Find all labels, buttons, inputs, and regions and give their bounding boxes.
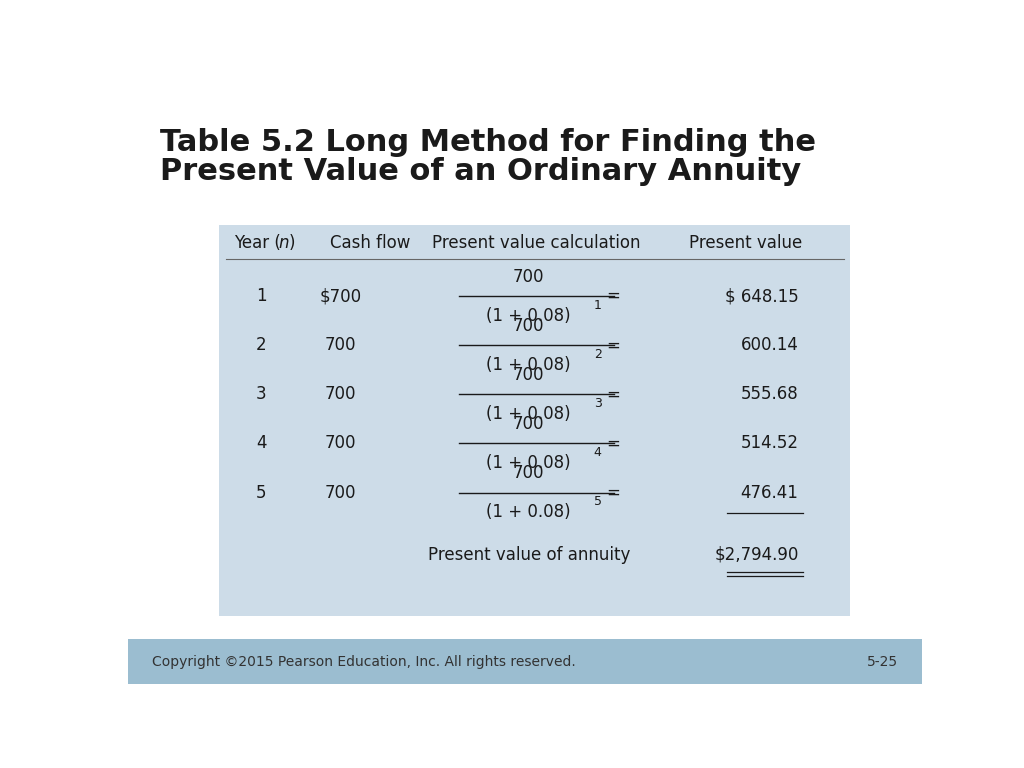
Text: 700: 700 xyxy=(513,268,545,286)
Text: $ 648.15: $ 648.15 xyxy=(725,287,799,305)
Text: 3: 3 xyxy=(594,397,602,410)
Text: (1 + 0.08): (1 + 0.08) xyxy=(486,503,571,521)
Text: Table 5.2 Long Method for Finding the: Table 5.2 Long Method for Finding the xyxy=(160,128,816,157)
Text: ): ) xyxy=(289,234,295,252)
Text: =: = xyxy=(607,287,621,305)
Text: Copyright ©2015 Pearson Education, Inc. All rights reserved.: Copyright ©2015 Pearson Education, Inc. … xyxy=(152,654,575,669)
Text: =: = xyxy=(607,336,621,354)
Text: $700: $700 xyxy=(319,287,361,305)
Text: 5: 5 xyxy=(594,495,602,508)
Text: 2: 2 xyxy=(594,348,602,361)
Text: 600.14: 600.14 xyxy=(740,336,799,354)
Text: 4: 4 xyxy=(594,446,602,459)
Text: 1: 1 xyxy=(594,300,602,312)
Text: (1 + 0.08): (1 + 0.08) xyxy=(486,356,571,374)
Text: 5: 5 xyxy=(256,484,266,502)
Text: 700: 700 xyxy=(325,435,356,452)
Text: 1: 1 xyxy=(256,287,266,305)
Text: 700: 700 xyxy=(513,316,545,335)
FancyBboxPatch shape xyxy=(219,225,850,615)
Text: 700: 700 xyxy=(513,464,545,482)
Text: =: = xyxy=(607,484,621,502)
Text: 5-25: 5-25 xyxy=(866,654,898,669)
Text: 514.52: 514.52 xyxy=(740,435,799,452)
Text: 3: 3 xyxy=(256,386,266,403)
Text: 4: 4 xyxy=(256,435,266,452)
Text: (1 + 0.08): (1 + 0.08) xyxy=(486,405,571,423)
Text: =: = xyxy=(607,386,621,403)
Text: Present value calculation: Present value calculation xyxy=(432,234,641,252)
Text: =: = xyxy=(607,435,621,452)
Text: 555.68: 555.68 xyxy=(740,386,799,403)
Text: Present Value of an Ordinary Annuity: Present Value of an Ordinary Annuity xyxy=(160,157,801,187)
Text: (1 + 0.08): (1 + 0.08) xyxy=(486,306,571,325)
Text: 700: 700 xyxy=(325,336,356,354)
Text: Year (: Year ( xyxy=(233,234,281,252)
Text: 700: 700 xyxy=(513,366,545,384)
Text: 700: 700 xyxy=(325,386,356,403)
Text: n: n xyxy=(278,234,289,252)
Text: Present value: Present value xyxy=(689,234,803,252)
Text: 2: 2 xyxy=(256,336,266,354)
FancyBboxPatch shape xyxy=(128,639,922,684)
Text: (1 + 0.08): (1 + 0.08) xyxy=(486,454,571,472)
Text: Present value of annuity: Present value of annuity xyxy=(428,545,630,564)
Text: 700: 700 xyxy=(513,415,545,433)
Text: 476.41: 476.41 xyxy=(740,484,799,502)
Text: Cash flow: Cash flow xyxy=(331,234,411,252)
Text: $2,794.90: $2,794.90 xyxy=(714,545,799,564)
Text: 700: 700 xyxy=(325,484,356,502)
